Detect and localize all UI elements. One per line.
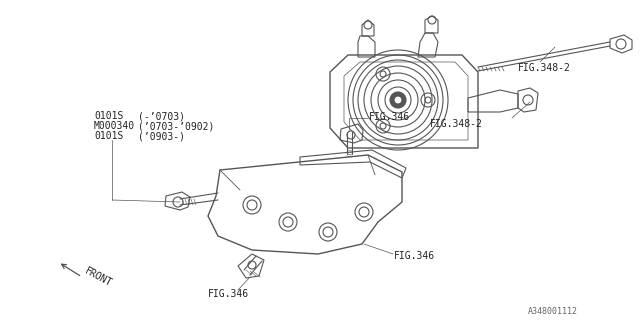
Text: FRONT: FRONT xyxy=(83,266,113,288)
Text: FIG.346: FIG.346 xyxy=(394,251,435,261)
Text: A348001112: A348001112 xyxy=(528,308,578,316)
Text: 0101S: 0101S xyxy=(94,111,124,121)
Text: M000340: M000340 xyxy=(94,121,135,131)
Text: FIG.348-2: FIG.348-2 xyxy=(430,119,483,129)
Text: (-’0703): (-’0703) xyxy=(138,111,185,121)
Text: FIG.346: FIG.346 xyxy=(208,289,249,299)
Text: FIG.348-2: FIG.348-2 xyxy=(518,63,571,73)
Text: (’0903-): (’0903-) xyxy=(138,131,185,141)
Text: (’0703-’0902): (’0703-’0902) xyxy=(138,121,214,131)
Circle shape xyxy=(390,92,406,108)
Circle shape xyxy=(394,96,402,104)
Text: FIG.346: FIG.346 xyxy=(369,112,410,122)
Text: 0101S: 0101S xyxy=(94,131,124,141)
